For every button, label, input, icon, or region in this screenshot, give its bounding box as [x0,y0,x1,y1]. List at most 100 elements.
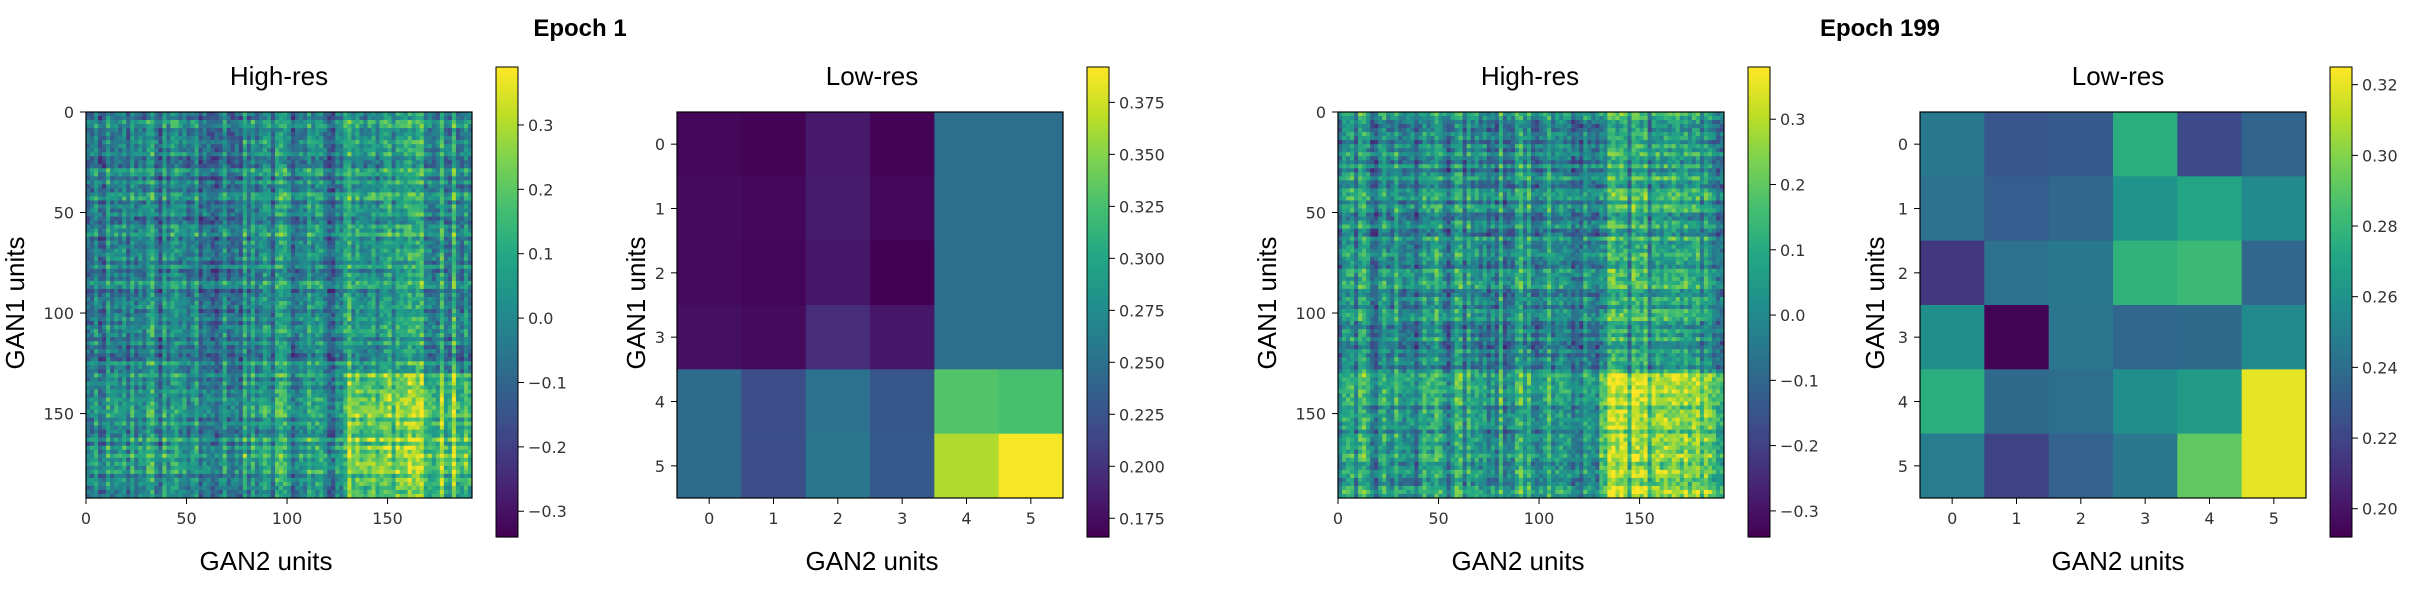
heatmap-cell [262,188,268,193]
heatmap-cell [295,292,300,298]
heatmap-cell [395,148,401,153]
heatmap-cell [130,292,135,298]
heatmap-cell [198,180,204,185]
heatmap-cell [218,288,224,294]
heatmap-cell [291,252,296,258]
heatmap-cell [455,120,461,125]
heatmap-cell [226,240,232,246]
heatmap-cell [359,204,364,209]
heatmap-cell [459,252,465,258]
heatmap-cell [94,252,99,258]
heatmap-cell [447,232,453,238]
heatmap-cell [331,204,336,209]
heatmap-cell [355,236,360,242]
heatmap-cell [307,116,312,121]
heatmap-cell [98,136,103,141]
heatmap-cell [130,152,135,157]
heatmap-cell [230,168,236,173]
heatmap-cell [431,208,437,213]
heatmap-cell [162,204,167,209]
heatmap-cell [431,292,437,298]
heatmap-cell [315,317,320,322]
heatmap-cell [254,288,260,294]
heatmap-cell [90,236,95,242]
heatmap-cell [291,292,296,298]
heatmap-cell [230,140,236,145]
heatmap-cell [86,212,91,217]
heatmap-cell [327,268,332,274]
heatmap-cell [98,284,103,290]
heatmap-cell [274,204,280,209]
heatmap-cell [270,200,276,205]
heatmap-cell [258,292,264,298]
heatmap-cell [174,164,179,169]
heatmap-cell [122,228,127,234]
heatmap-cell [431,164,437,169]
heatmap-cell [126,317,131,322]
heatmap-cell [254,244,260,250]
heatmap-cell [303,112,308,117]
heatmap-cell [262,180,268,185]
heatmap-cell [242,116,248,121]
heatmap-cell [238,317,244,322]
heatmap-cell [178,172,183,177]
heatmap-cell [138,204,143,209]
heatmap-cell [451,208,457,213]
heatmap-cell [307,236,312,242]
heatmap-cell [403,252,409,258]
heatmap-cell [218,236,224,242]
heatmap-cell [379,168,384,173]
heatmap-cell [359,200,364,205]
heatmap-cell [226,192,232,197]
heatmap-cell [266,148,272,153]
heatmap-cell [98,176,103,181]
heatmap-cell [283,132,288,137]
heatmap-cell [427,196,433,201]
heatmap-cell [114,232,119,238]
heatmap-cell [411,300,417,306]
heatmap-cell [403,272,409,278]
heatmap-cell [150,216,155,221]
heatmap-cell [134,220,139,225]
heatmap-cell [138,313,143,318]
heatmap-cell [335,208,340,213]
heatmap-cell [90,140,95,145]
heatmap-cell [379,144,384,149]
heatmap-cell [134,280,139,286]
heatmap-cell [186,309,191,314]
heatmap-cell [303,224,308,230]
heatmap-cell [106,264,111,270]
heatmap-cell [287,136,292,141]
heatmap-cell [431,188,437,193]
heatmap-cell [266,112,272,117]
heatmap-cell [387,240,392,246]
heatmap-cell [303,220,308,225]
heatmap-cell [331,160,336,165]
heatmap-cell [283,292,288,298]
heatmap-cell [443,140,449,145]
heatmap-cell [270,236,276,242]
heatmap-cell [375,232,380,238]
heatmap-cell [391,296,397,302]
heatmap-cell [355,208,360,213]
heatmap-cell [411,309,417,314]
heatmap-cell [126,212,131,217]
heatmap-cell [463,188,469,193]
heatmap-cell [463,140,469,145]
heatmap-cell [174,260,179,266]
heatmap-cell [258,192,264,197]
heatmap-cell [291,236,296,242]
heatmap-cell [122,276,127,282]
heatmap-cell [218,248,224,254]
heatmap-cell [407,252,413,258]
heatmap-cell [419,292,425,298]
heatmap-cell [375,256,380,262]
heatmap-cell [363,156,368,161]
heatmap-cell [118,240,123,246]
heatmap-cell [214,313,220,318]
heatmap-cell [110,192,115,197]
heatmap-cell [391,124,397,129]
heatmap-cell [234,128,240,133]
heatmap-cell [311,152,316,157]
heatmap-cell [439,120,445,125]
